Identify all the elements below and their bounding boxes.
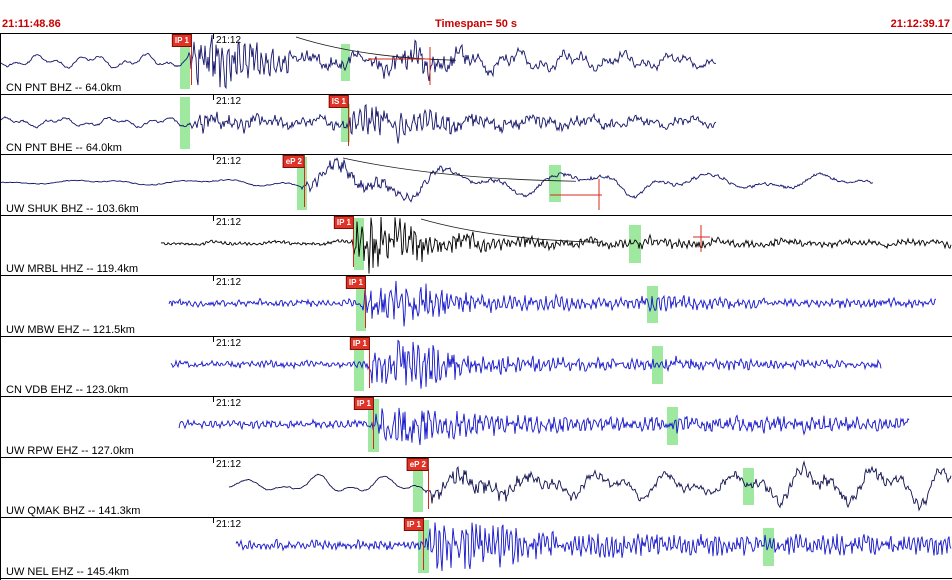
phase-pick-flag[interactable]: IP 1 — [353, 397, 374, 411]
phase-pick-flag[interactable]: IP 1 — [403, 518, 424, 532]
trace-row[interactable]: 21:12 IP 1 UW NEL EHZ -- 145.4km — [1, 518, 952, 579]
station-channel-label: UW QMAK BHZ -- 141.3km — [6, 505, 141, 518]
station-channel-label: CN PNT BHE -- 64.0km — [6, 142, 122, 155]
phase-pick-line[interactable] — [348, 105, 349, 147]
station-channel-label: CN VDB EHZ -- 123.0km — [6, 384, 129, 397]
minute-time-label: 21:12 — [216, 458, 242, 470]
phase-pick-flag[interactable]: IP 1 — [349, 336, 370, 350]
waveform-path — [160, 216, 952, 274]
trace-row[interactable]: 21:12 eP 2 UW SHUK BHZ -- 103.6km — [1, 155, 952, 216]
minute-tick — [213, 94, 214, 100]
arrival-window-bar — [647, 285, 658, 324]
waveform-path — [168, 281, 937, 327]
arrival-window-bar — [652, 346, 663, 384]
waveform-svg — [235, 522, 952, 572]
decay-curve — [420, 218, 602, 243]
phase-pick-flag[interactable]: IS 1 — [328, 94, 349, 108]
waveform-svg — [1, 103, 717, 144]
phase-pick-line[interactable] — [369, 347, 370, 389]
arrival-window-bar — [629, 225, 641, 263]
waveform-path — [178, 408, 910, 446]
event-header-line: 61170106 UW 2016-06-18 21:11:48.05 49.37… — [0, 0, 952, 18]
phase-pick-flag[interactable]: IP 1 — [345, 276, 366, 290]
waveform-path — [1, 157, 874, 203]
arrival-window-bar — [743, 467, 754, 506]
time-axis-header: 21:11:48.86 Timespan= 50 s 21:12:39.17 — [0, 18, 952, 33]
minute-tick — [213, 34, 214, 39]
minute-time-label: 21:12 — [216, 398, 242, 410]
arrival-window-bar — [354, 217, 364, 271]
arrival-window-bar — [180, 36, 190, 89]
trace-row[interactable]: 21:12 IS 1 CN PNT BHE -- 64.0km — [1, 94, 952, 156]
window-end-time: 21:12:39.17 — [890, 18, 950, 30]
minute-time-label: 21:12 — [216, 216, 242, 228]
minute-tick — [213, 336, 214, 342]
arrival-window-bar — [354, 338, 364, 392]
minute-tick — [213, 518, 214, 524]
minute-tick — [213, 397, 214, 403]
minute-time-label: 21:12 — [216, 95, 242, 107]
minute-tick — [213, 215, 214, 221]
waveform-path — [1, 34, 717, 90]
station-channel-label: UW MRBL HHZ -- 119.4km — [6, 263, 139, 276]
waveform-svg — [168, 281, 937, 327]
waveform-svg — [170, 339, 882, 389]
minute-time-label: 21:12 — [216, 277, 242, 289]
phase-pick-line[interactable] — [373, 408, 374, 449]
station-channel-label: CN PNT BHZ -- 64.0km — [6, 81, 122, 94]
window-start-time: 21:11:48.86 — [2, 18, 61, 30]
phase-pick-line[interactable] — [428, 468, 429, 510]
waveform-svg — [228, 460, 952, 512]
arrival-window-bar — [549, 164, 561, 203]
waveform-path — [228, 460, 952, 512]
phase-pick-line[interactable] — [353, 226, 354, 268]
trace-row[interactable]: 21:12 IP 1 UW MBW EHZ -- 121.5km — [1, 276, 952, 337]
minute-time-label: 21:12 — [216, 519, 242, 531]
phase-pick-line[interactable] — [191, 45, 192, 86]
phase-pick-line[interactable] — [423, 529, 424, 570]
minute-time-label: 21:12 — [216, 337, 242, 349]
phase-pick-flag[interactable]: IP 1 — [171, 34, 192, 47]
phase-pick-flag[interactable]: eP 2 — [282, 155, 305, 169]
arrival-window-bar — [297, 157, 307, 210]
waveform-path — [1, 103, 717, 144]
phase-pick-line[interactable] — [365, 287, 366, 328]
arrival-window-bar — [180, 96, 190, 150]
waveform-svg — [1, 34, 717, 90]
waveform-svg — [160, 216, 952, 274]
arrival-window-bar — [341, 43, 350, 82]
phase-pick-line[interactable] — [304, 166, 305, 207]
trace-area: 21:12 IP 1 CN PNT BHZ -- 64.0km 21:12 IS 1 CN… — [0, 33, 952, 580]
timespan-label: Timespan= 50 s — [434, 18, 518, 30]
waveform-path — [235, 522, 952, 572]
station-channel-label: UW MBW EHZ -- 121.5km — [6, 323, 135, 336]
trace-row[interactable]: 21:12 eP 2 UW QMAK BHZ -- 141.3km — [1, 457, 952, 519]
minute-tick — [213, 155, 214, 161]
trace-row[interactable]: 21:12 IP 1 UW MRBL HHZ -- 119.4km — [1, 215, 952, 277]
minute-time-label: 21:12 — [216, 35, 242, 46]
station-channel-label: UW RPW EHZ -- 127.0km — [6, 444, 134, 457]
station-channel-label: UW NEL EHZ -- 145.4km — [6, 565, 130, 578]
minute-time-label: 21:12 — [216, 156, 242, 168]
waveform-svg — [178, 408, 910, 446]
station-channel-label: UW SHUK BHZ -- 103.6km — [6, 202, 139, 215]
phase-pick-flag[interactable]: eP 2 — [406, 457, 429, 471]
waveform-svg — [1, 157, 874, 211]
waveform-path — [170, 339, 882, 389]
minute-tick — [213, 457, 214, 463]
trace-row[interactable]: 21:12 IP 1 CN PNT BHZ -- 64.0km — [1, 34, 952, 95]
trace-row[interactable]: 21:12 IP 1 CN VDB EHZ -- 123.0km — [1, 336, 952, 398]
trace-row[interactable]: 21:12 IP 1 UW RPW EHZ -- 127.0km — [1, 397, 952, 458]
arrival-window-bar — [341, 104, 350, 142]
minute-tick — [213, 276, 214, 282]
phase-pick-flag[interactable]: IP 1 — [333, 215, 354, 229]
decay-curve — [342, 157, 577, 182]
arrival-window-bar — [356, 278, 366, 331]
